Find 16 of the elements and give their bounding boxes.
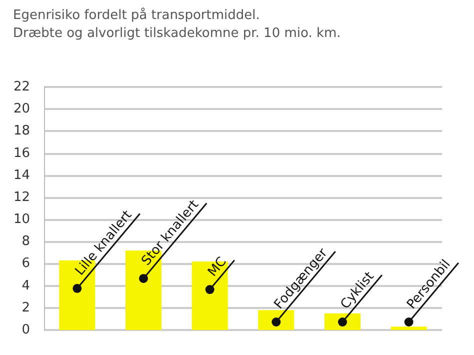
y-tick-label: 12 (13, 190, 30, 205)
y-tick-label: 10 (13, 212, 30, 228)
chart-subtitle: Dræbte og alvorligt tilskadekomne pr. 10 mio. km. (13, 26, 341, 41)
y-tick-label: 4 (22, 278, 30, 294)
x-tick-label: MC (205, 254, 230, 280)
y-tick-label: 0 (22, 322, 30, 338)
y-tick-label: 18 (13, 124, 30, 139)
y-tick-label: 2 (22, 300, 30, 316)
bar (390, 326, 427, 330)
y-tick-label: 20 (13, 102, 30, 117)
y-tick-label: 8 (22, 234, 30, 250)
y-tick-label: 22 (13, 80, 30, 94)
chart-title: Egenrisiko fordelt på transportmiddel. (13, 7, 260, 23)
y-tick-label: 6 (22, 256, 30, 272)
y-tick-label: 14 (13, 168, 30, 183)
y-tick-label: 16 (13, 146, 30, 161)
